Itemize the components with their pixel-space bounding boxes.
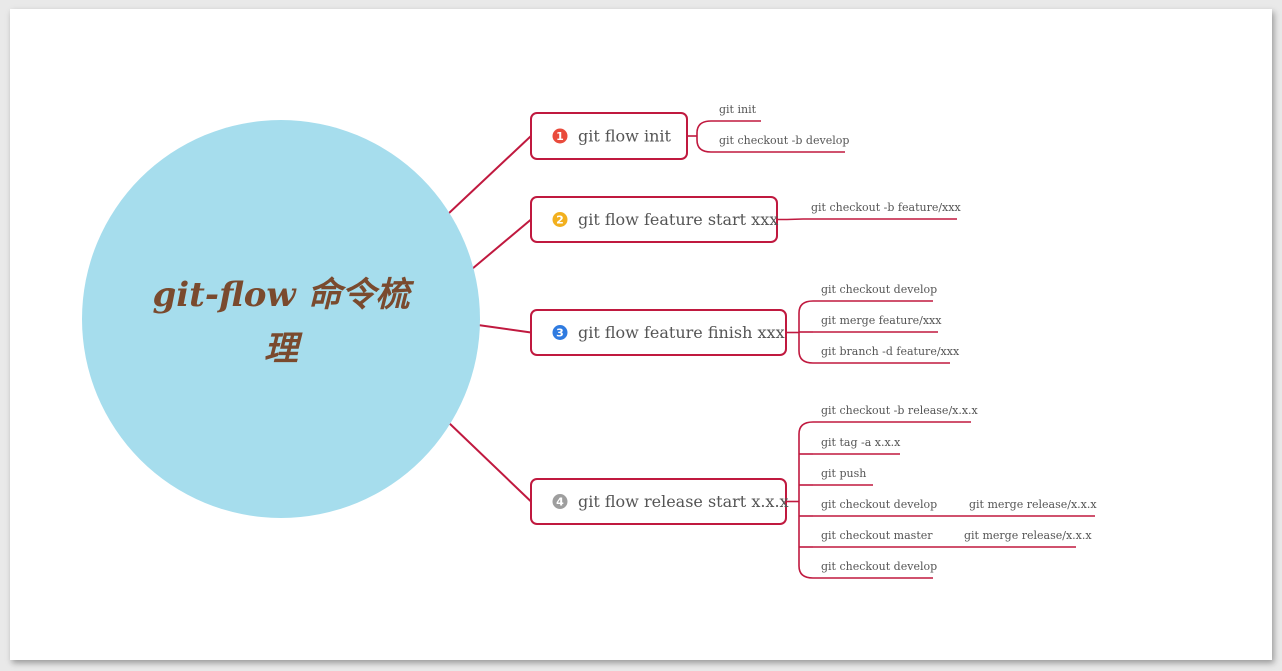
leaf-node[interactable]: git push xyxy=(813,467,873,486)
connector-bracket xyxy=(798,421,814,579)
connector-root-branch-2 xyxy=(471,218,532,270)
branch-node-1[interactable]: 1 git flow init xyxy=(530,112,688,160)
leaf-node[interactable]: git merge feature/xxx xyxy=(813,314,942,333)
branch-node-2[interactable]: 2 git flow feature start xxx xyxy=(530,196,778,243)
connectors xyxy=(447,120,814,579)
leaf-node[interactable]: git checkout develop xyxy=(813,560,937,579)
root-circle xyxy=(82,120,480,518)
leaf-node[interactable]: git checkout -b feature/xxx xyxy=(803,201,961,220)
connector-root-branch-4 xyxy=(447,421,532,503)
leaf-node[interactable]: git branch -d feature/xxx xyxy=(813,345,960,364)
leaf-label: git tag -a x.x.x xyxy=(821,436,901,449)
number-badge-icon xyxy=(552,212,568,227)
leaf-label: git checkout master xyxy=(821,529,933,542)
leaf-node[interactable]: git tag -a x.x.x xyxy=(813,436,901,455)
leaf-node[interactable]: git checkout master xyxy=(813,529,933,548)
branch-box xyxy=(530,196,778,243)
branch-node-3[interactable]: 3 git flow feature finish xxx xyxy=(530,309,787,356)
leaf-label: git push xyxy=(821,467,866,480)
number-badge-icon xyxy=(552,128,568,144)
number-badge-label: 2 xyxy=(556,214,564,227)
leaf-node[interactable]: git checkout develop xyxy=(813,283,937,302)
subleaf-label: git merge release/x.x.x xyxy=(964,529,1092,542)
connector-bracket xyxy=(696,120,712,153)
number-badge-icon xyxy=(552,325,568,340)
leaf-node[interactable]: git init xyxy=(711,103,761,122)
branch-label: git flow init xyxy=(578,127,672,146)
branch-node-4[interactable]: 4 git flow release start x.x.x xyxy=(530,478,789,525)
branch-box xyxy=(530,309,787,356)
leaf-label: git init xyxy=(719,103,757,116)
subleaf-node[interactable]: git merge release/x.x.x xyxy=(933,498,1097,517)
number-badge-label: 1 xyxy=(556,130,564,143)
connector-root-branch-1 xyxy=(447,135,532,215)
branch-label: git flow release start x.x.x xyxy=(578,492,789,511)
leaf-label: git merge feature/xxx xyxy=(821,314,942,327)
root-title-line2: 理 xyxy=(264,329,303,369)
subleaf-label: git merge release/x.x.x xyxy=(969,498,1097,511)
leaf-label: git checkout develop xyxy=(821,498,937,511)
number-badge-label: 4 xyxy=(556,496,564,509)
leaf-node[interactable]: git checkout develop xyxy=(813,498,937,517)
subleaf-node[interactable]: git merge release/x.x.x xyxy=(928,529,1092,548)
connector-branch-leaf xyxy=(777,218,804,221)
number-badge-icon xyxy=(552,494,568,509)
branches: 1 git flow init git init git checkout -b de… xyxy=(530,103,1097,579)
connector-root-branch-3 xyxy=(477,324,532,334)
number-badge-label: 3 xyxy=(556,327,564,340)
root-node[interactable]: git-flow 命令梳 理 xyxy=(82,120,480,518)
branch-label: git flow feature start xxx xyxy=(578,210,778,229)
leaf-node[interactable]: git checkout -b develop xyxy=(711,134,849,153)
branch-box xyxy=(530,112,688,160)
root-title-line1: git-flow 命令梳 xyxy=(152,275,414,315)
leaf-label: git checkout -b release/x.x.x xyxy=(821,404,979,417)
leaf-label: git branch -d feature/xxx xyxy=(821,345,960,358)
leaf-label: git checkout -b develop xyxy=(719,134,849,147)
branch-label: git flow feature finish xxx xyxy=(578,323,785,342)
branch-box xyxy=(530,478,787,525)
leaf-node[interactable]: git checkout -b release/x.x.x xyxy=(813,404,979,423)
leaf-label: git checkout develop xyxy=(821,283,937,296)
leaf-label: git checkout -b feature/xxx xyxy=(811,201,961,214)
leaf-label: git checkout develop xyxy=(821,560,937,573)
